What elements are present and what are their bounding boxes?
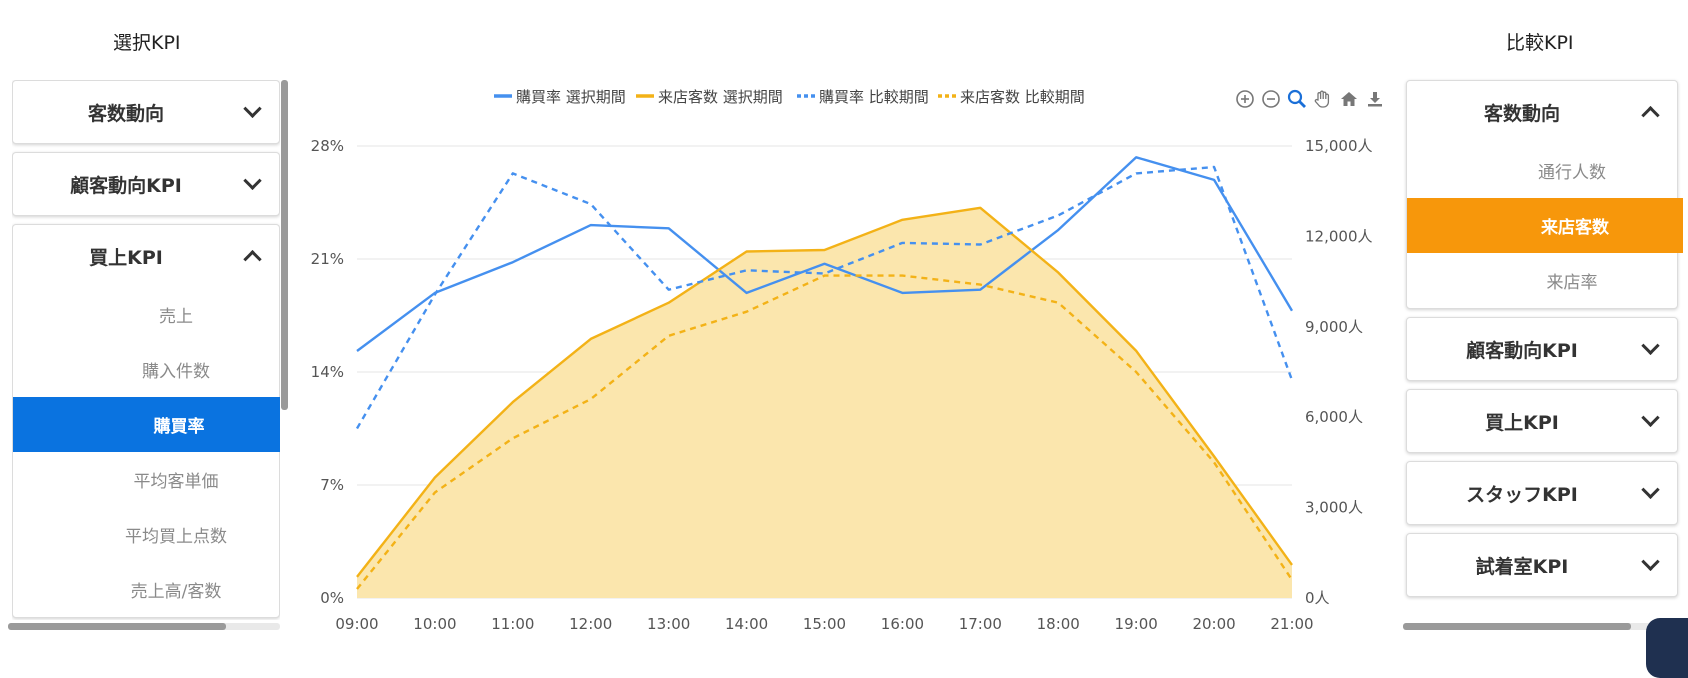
accordion-section: 顧客動向KPI <box>1406 317 1678 381</box>
y-right-tick-label: 15,000人 <box>1305 137 1373 155</box>
kpi-option[interactable]: 購入件数 <box>142 362 210 382</box>
accordion-section: 買上KPI 売上購入件数購買率平均客単価平均買上点数 売上高/客数 <box>12 224 280 618</box>
compare-kpi-accordion: 客数動向通行人数来店客数来店率顧客動向KPI 買上KPI スタッフKPI 試着室KPI <box>1406 80 1683 605</box>
x-tick-label: 14:00 <box>725 615 768 633</box>
legend-entry: 購買率 選択期間 <box>516 88 626 106</box>
kpi-line-chart: 0% 7% 14% 21% 28% 0人 3,000人 6,000人 9,000人 12,000人… <box>290 75 1400 650</box>
accordion-section: スタッフKPI <box>1406 461 1678 525</box>
accordion-section: 客数動向 <box>12 80 280 144</box>
zoom-in-icon[interactable] <box>1234 88 1256 110</box>
y-right-tick-label: 6,000人 <box>1305 408 1363 426</box>
accordion-header[interactable]: 客数動向 <box>1407 81 1677 143</box>
selected-kpi-accordion: 客数動向顧客動向KPI 買上KPI 売上購入件数購買率平均客単価平均買上点数 売上高/… <box>12 80 280 620</box>
accordion-header-label: 客数動向 <box>1483 102 1560 125</box>
y-right-tick-label: 0人 <box>1305 589 1330 607</box>
chevron-down-icon <box>1641 336 1660 355</box>
x-tick-label: 11:00 <box>491 615 534 633</box>
left-vertical-scrollbar[interactable] <box>281 80 288 410</box>
accordion-section: 買上KPI <box>1406 389 1678 453</box>
y-right-tick-label: 9,000人 <box>1305 318 1363 336</box>
chevron-down-icon <box>243 171 262 190</box>
x-tick-label: 18:00 <box>1037 615 1080 633</box>
kpi-option[interactable]: 通行人数 <box>1538 163 1606 183</box>
y-left-tick-label: 21% <box>311 250 344 268</box>
right-panel-title: 比較KPI <box>1506 32 1574 54</box>
accordion-header[interactable]: 顧客動向KPI <box>13 153 279 215</box>
series-line-2 <box>355 165 1294 430</box>
chevron-down-icon <box>243 99 262 118</box>
magnifier-icon[interactable] <box>1286 88 1308 110</box>
y-left-tick-label: 28% <box>311 137 344 155</box>
accordion-header[interactable]: 買上KPI <box>13 225 279 287</box>
chat-widget-button[interactable] <box>1646 618 1688 678</box>
kpi-option[interactable]: 平均客単価 <box>133 472 219 492</box>
chevron-down-icon <box>1641 408 1660 427</box>
accordion-header[interactable]: 試着室KPI <box>1407 534 1677 596</box>
chart-toolbar <box>1234 88 1386 110</box>
series-area-1 <box>357 207 1292 599</box>
y-right-tick-label: 3,000人 <box>1305 499 1363 517</box>
x-tick-label: 10:00 <box>413 615 456 633</box>
x-tick-label: 21:00 <box>1270 615 1313 633</box>
x-tick-label: 15:00 <box>803 615 846 633</box>
chevron-up-icon <box>243 250 262 269</box>
accordion-section: 客数動向通行人数来店客数来店率 <box>1406 80 1683 309</box>
kpi-option[interactable]: 売上高/客数 <box>130 582 222 602</box>
accordion-header-label: 顧客動向KPI <box>1466 339 1578 362</box>
kpi-option[interactable]: 売上 <box>159 307 193 327</box>
kpi-option-selected[interactable]: 購買率 <box>13 397 280 452</box>
x-tick-label: 20:00 <box>1192 615 1235 633</box>
y-right-tick-label: 12,000人 <box>1305 227 1373 245</box>
accordion-header[interactable]: 客数動向 <box>13 81 279 143</box>
legend-entry: 来店客数 選択期間 <box>658 88 783 106</box>
left-panel-title: 選択KPI <box>113 32 181 54</box>
accordion-header[interactable]: 顧客動向KPI <box>1407 318 1677 380</box>
accordion-header[interactable]: スタッフKPI <box>1407 462 1677 524</box>
chevron-down-icon <box>1641 480 1660 499</box>
home-icon[interactable] <box>1338 88 1360 110</box>
right-horizontal-scrollbar[interactable] <box>1403 623 1631 630</box>
zoom-out-icon[interactable] <box>1260 88 1282 110</box>
x-tick-label: 16:00 <box>881 615 924 633</box>
series-line-3 <box>356 274 1294 590</box>
x-tick-label: 09:00 <box>335 615 378 633</box>
accordion-header-label: スタッフKPI <box>1466 483 1578 506</box>
pan-hand-icon[interactable] <box>1312 88 1334 110</box>
accordion-header-label: 買上KPI <box>1485 411 1559 434</box>
chevron-down-icon <box>1641 552 1660 571</box>
x-tick-label: 12:00 <box>569 615 612 633</box>
accordion-section: 試着室KPI <box>1406 533 1678 597</box>
y-left-tick-label: 14% <box>311 363 344 381</box>
accordion-section: 顧客動向KPI <box>12 152 280 216</box>
accordion-header-label: 買上KPI <box>89 246 163 269</box>
kpi-option[interactable]: 来店率 <box>1546 273 1598 293</box>
y-left-tick-label: 0% <box>320 589 344 607</box>
kpi-option-selected[interactable]: 来店客数 <box>1407 198 1683 253</box>
x-tick-label: 19:00 <box>1115 615 1158 633</box>
y-left-tick-label: 7% <box>320 476 344 494</box>
legend-entry: 来店客数 比較期間 <box>960 88 1085 106</box>
series-line-1 <box>356 206 1293 578</box>
x-tick-label: 13:00 <box>647 615 690 633</box>
x-tick-label: 17:00 <box>959 615 1002 633</box>
series-line-0 <box>356 156 1294 352</box>
left-horizontal-scrollbar[interactable] <box>8 623 226 630</box>
chevron-up-icon <box>1641 106 1660 125</box>
legend-entry: 購買率 比較期間 <box>819 88 929 106</box>
accordion-header-label: 客数動向 <box>87 102 164 125</box>
accordion-header-label: 試着室KPI <box>1475 555 1569 578</box>
download-icon[interactable] <box>1364 88 1386 110</box>
kpi-option[interactable]: 平均買上点数 <box>125 527 227 547</box>
accordion-header[interactable]: 買上KPI <box>1407 390 1677 452</box>
accordion-header-label: 顧客動向KPI <box>70 174 182 197</box>
